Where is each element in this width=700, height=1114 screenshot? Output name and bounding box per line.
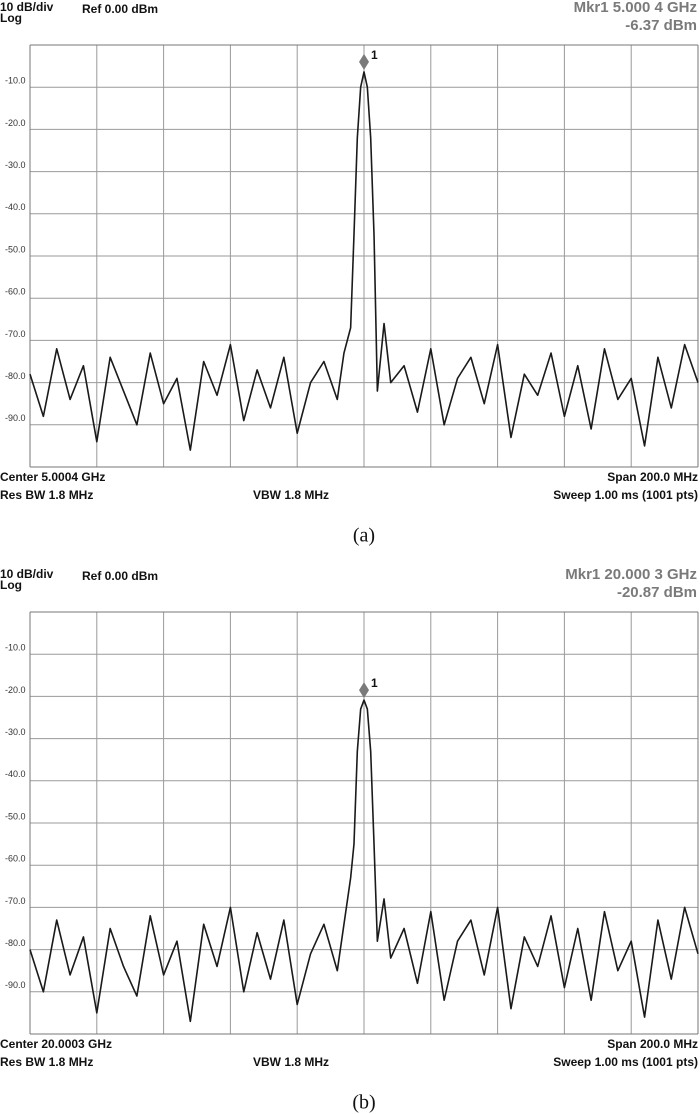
marker-label: 1: [371, 676, 378, 690]
trace: [29, 699, 699, 1023]
caption: (b): [352, 1092, 375, 1114]
y-tick-label: -60.0: [5, 854, 26, 864]
marker-diamond: [359, 53, 369, 70]
y-tick-label: -50.0: [5, 244, 26, 254]
trace: [29, 71, 699, 451]
y-tick-label: -40.0: [5, 202, 26, 212]
y-tick-label: -30.0: [5, 160, 26, 170]
vbw-label: VBW 1.8 MHz: [253, 488, 329, 502]
y-tick-label: -30.0: [5, 727, 26, 737]
y-tick-label: -60.0: [5, 287, 26, 297]
marker-label: 1: [371, 48, 378, 62]
span-label: Span 200.0 MHz: [607, 470, 698, 484]
marker-level: -20.87 dBm: [617, 584, 697, 601]
vbw-label: VBW 1.8 MHz: [253, 1055, 329, 1069]
y-tick-label: -40.0: [5, 769, 26, 779]
rbw-label: Res BW 1.8 MHz: [0, 1055, 93, 1069]
y-tick-label: -70.0: [5, 329, 26, 339]
marker-diamond: [359, 682, 369, 699]
sweep-label: Sweep 1.00 ms (1001 pts): [553, 1055, 698, 1069]
y-tick-label: -70.0: [5, 896, 26, 906]
center-label: Center 5.0004 GHz: [0, 470, 105, 484]
mode-label: Log: [0, 578, 22, 592]
y-tick-label: -20.0: [5, 118, 26, 128]
y-tick-label: -80.0: [5, 938, 26, 948]
caption: (a): [353, 525, 375, 547]
marker-frequency: Mkr1 5.000 4 GHz: [574, 0, 697, 16]
y-tick-label: -10.0: [5, 643, 26, 653]
ref-label: Ref 0.00 dBm: [82, 2, 158, 16]
span-label: Span 200.0 MHz: [607, 1037, 698, 1051]
y-tick-label: -50.0: [5, 811, 26, 821]
rbw-label: Res BW 1.8 MHz: [0, 488, 93, 502]
y-tick-label: -90.0: [5, 413, 26, 423]
scale-label: 10 dB/div: [0, 567, 54, 581]
sweep-label: Sweep 1.00 ms (1001 pts): [553, 488, 698, 502]
y-tick-label: -20.0: [5, 685, 26, 695]
marker-level: -6.37 dBm: [625, 17, 697, 34]
ref-label: Ref 0.00 dBm: [82, 569, 158, 583]
mode-label: Log: [0, 11, 22, 25]
marker-frequency: Mkr1 20.000 3 GHz: [565, 566, 697, 583]
y-tick-label: -10.0: [5, 76, 26, 86]
y-tick-label: -90.0: [5, 980, 26, 990]
y-tick-label: -80.0: [5, 371, 26, 381]
center-label: Center 20.0003 GHz: [0, 1037, 112, 1051]
scale-label: 10 dB/div: [0, 0, 54, 14]
